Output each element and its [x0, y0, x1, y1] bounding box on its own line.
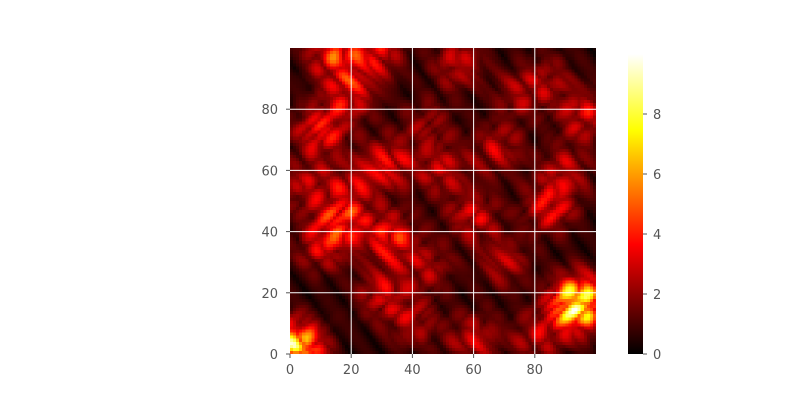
y-tick-label-20: 20 [261, 287, 278, 302]
colorbar-gradient [628, 54, 643, 354]
y-tick-label-80: 80 [261, 103, 278, 118]
colorbar-tick-label-6: 6 [653, 168, 661, 183]
x-tick-label-40: 40 [404, 363, 421, 378]
x-tick-label-80: 80 [527, 363, 544, 378]
colorbar-tick-label-8: 8 [653, 108, 661, 123]
y-tick-label-40: 40 [261, 226, 278, 241]
y-tick-label-60: 60 [261, 164, 278, 179]
colorbar-ticks: 0 2 4 6 8 [643, 108, 661, 363]
x-tick-label-60: 60 [465, 363, 482, 378]
colorbar-tick-label-4: 4 [653, 228, 661, 243]
y-tick-label-0: 0 [270, 348, 278, 363]
x-tick-label-20: 20 [343, 363, 360, 378]
colorbar: 0 2 4 6 8 [628, 54, 661, 363]
colorbar-tick-label-2: 2 [653, 288, 661, 303]
heatmap-image [290, 48, 596, 354]
x-tick-label-0: 0 [286, 363, 294, 378]
y-axis: 0 20 40 60 80 [261, 103, 290, 363]
x-axis: 0 20 40 60 80 [286, 354, 543, 378]
colorbar-tick-label-0: 0 [653, 348, 661, 363]
plot-area [290, 48, 596, 354]
grid-lines [290, 48, 596, 354]
